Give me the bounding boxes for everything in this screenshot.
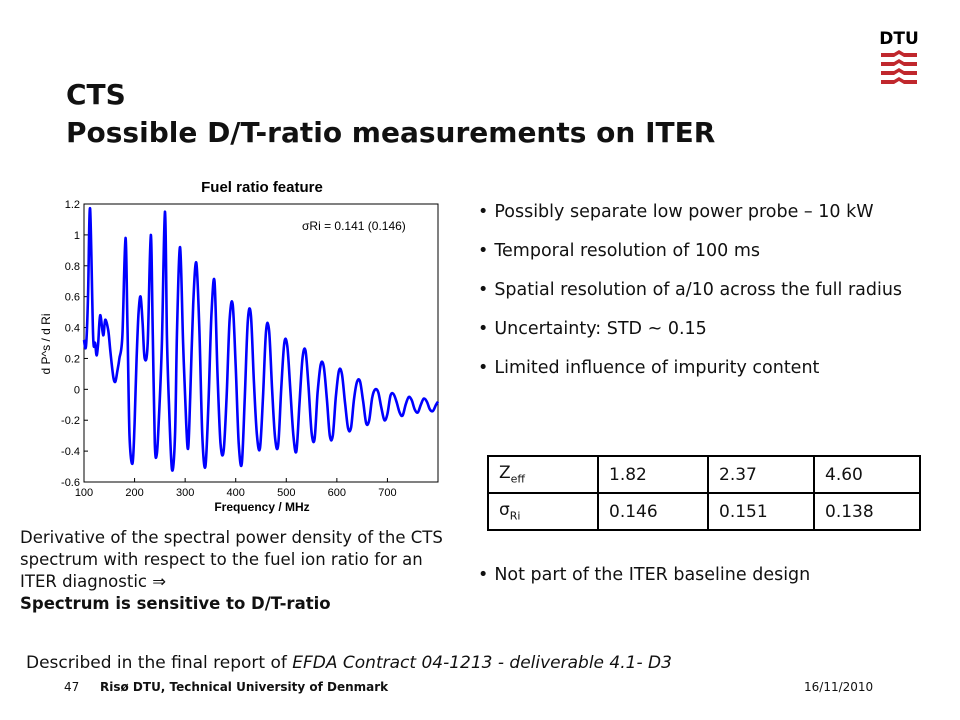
figure-caption: Derivative of the spectral power density… <box>20 527 460 615</box>
chart-title: Fuel ratio feature <box>201 179 323 196</box>
x-tick-label: 500 <box>277 487 295 499</box>
row-label-zeff: Zeff <box>487 455 599 494</box>
reference-note: Described in the final report of EFDA Co… <box>26 652 926 674</box>
reference-prefix: Described in the final report of <box>26 653 293 673</box>
y-axis-label: d P^s / d Ri <box>39 314 53 375</box>
table-cell: 4.60 <box>813 455 921 494</box>
bullet-item: Not part of the ITER baseline design <box>478 563 918 587</box>
footer: 47 Risø DTU, Technical University of Den… <box>0 680 960 700</box>
sigma-annotation: σRi = 0.141 (0.146) <box>302 219 406 233</box>
x-axis-label: Frequency / MHz <box>214 500 309 514</box>
x-tick-label: 100 <box>75 487 93 499</box>
y-tick-label: 0.8 <box>65 261 80 273</box>
slide-title-line1: CTS <box>66 78 126 111</box>
caption-text: Derivative of the spectral power density… <box>20 528 443 591</box>
bullet-item: Possibly separate low power probe – 10 k… <box>478 200 918 224</box>
y-tick-label: 1.2 <box>65 199 80 211</box>
y-tick-label: 1 <box>74 230 80 242</box>
x-tick-label: 700 <box>378 487 396 499</box>
y-tick-label: 0 <box>74 384 80 396</box>
y-tick-label: 0.2 <box>65 353 80 365</box>
series-line <box>82 207 440 472</box>
y-tick-label: 0.4 <box>65 323 80 335</box>
table-row: Zeff 1.82 2.37 4.60 <box>487 455 921 494</box>
x-tick-label: 300 <box>176 487 194 499</box>
page-number: 47 <box>64 680 80 694</box>
dtu-logo-mark <box>881 50 917 84</box>
slide-title-line2: Possible D/T-ratio measurements on ITER <box>66 116 716 149</box>
x-axis-ticks: 100 200 300 400 500 600 700 <box>75 478 397 499</box>
table-cell: 2.37 <box>707 455 815 494</box>
x-tick-label: 200 <box>125 487 143 499</box>
y-axis-ticks: 1.2 1 0.8 0.6 0.4 0.2 0 -0.2 -0.4 -0.6 <box>61 199 88 489</box>
table-cell: 0.138 <box>813 492 921 531</box>
z-eff-table: Zeff 1.82 2.37 4.60 σRi 0.146 0.151 0.13… <box>487 455 921 531</box>
x-tick-label: 400 <box>227 487 245 499</box>
slide-title: CTS Possible D/T-ratio measurements on I… <box>66 76 715 152</box>
row-label-sigma: σRi <box>487 492 599 531</box>
bullet-item: Uncertainty: STD ~ 0.15 <box>478 317 918 341</box>
table-cell: 0.151 <box>707 492 815 531</box>
table-cell: 0.146 <box>597 492 709 531</box>
y-tick-label: 0.6 <box>65 292 80 304</box>
fuel-ratio-chart: Fuel ratio feature 1.2 1 0.8 0.6 0.4 0.2 0 -0.2… <box>39 179 440 514</box>
y-tick-label: -0.4 <box>61 446 80 458</box>
x-tick-label: 600 <box>328 487 346 499</box>
reference-contract: EFDA Contract 04-1213 - deliverable 4.1-… <box>292 653 672 673</box>
bullet-list-secondary: Not part of the ITER baseline design <box>478 563 918 587</box>
footer-organization: Risø DTU, Technical University of Denmar… <box>100 680 389 694</box>
implies-arrow: ⇒ <box>152 572 167 591</box>
caption-conclusion: Spectrum is sensitive to D/T-ratio <box>20 594 331 613</box>
dtu-logo: DTU <box>879 29 919 84</box>
bullet-list: Possibly separate low power probe – 10 k… <box>478 200 918 395</box>
dtu-logo-text: DTU <box>879 29 919 49</box>
table-cell: 1.82 <box>597 455 709 494</box>
table-row: σRi 0.146 0.151 0.138 <box>487 492 921 531</box>
footer-date: 16/11/2010 <box>804 680 874 694</box>
y-tick-label: -0.6 <box>61 477 80 489</box>
bullet-item: Limited influence of impurity content <box>478 356 918 380</box>
bullet-item: Temporal resolution of 100 ms <box>478 239 918 263</box>
bullet-item: Spatial resolution of a/10 across the fu… <box>478 278 918 302</box>
y-tick-label: -0.2 <box>61 415 80 427</box>
